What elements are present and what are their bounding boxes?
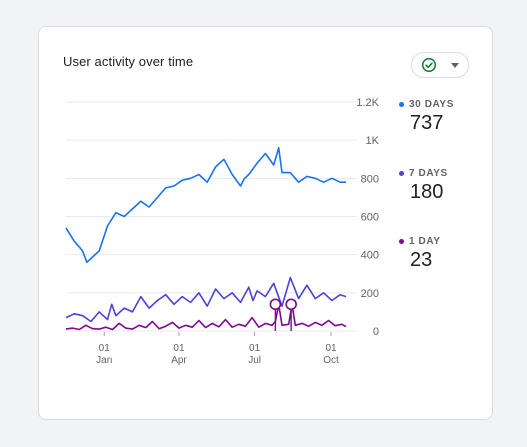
- legend-1-day: 1 DAY 23: [399, 236, 441, 272]
- check-circle-icon: [421, 57, 437, 73]
- series-line-30-days: [65, 147, 346, 264]
- legend-30-days: 30 DAYS 737: [399, 99, 454, 135]
- x-tick-month: Jan: [96, 355, 112, 366]
- chart-annotations: [269, 298, 297, 331]
- y-tick-label: 400: [361, 250, 379, 262]
- x-tick-month: Oct: [323, 355, 339, 366]
- y-tick-label: 1K: [366, 135, 380, 147]
- y-tick-label: 1.2K: [356, 97, 379, 109]
- y-tick-label: 0: [373, 326, 379, 338]
- x-tick-day: 01: [249, 343, 261, 354]
- x-tick-month: Jul: [248, 355, 261, 366]
- y-tick-label: 800: [361, 173, 379, 185]
- y-axis-ticks: 1.2K 1K 800 600 400 200 0: [356, 97, 379, 338]
- x-tick-day: 01: [99, 343, 111, 354]
- legend-30-days-dot: [399, 102, 404, 107]
- legend-7-days: 7 DAYS 180: [399, 168, 448, 204]
- chart-series: [65, 147, 347, 331]
- series-line-1-day: [65, 303, 347, 331]
- legend-1-day-dot: [399, 239, 404, 244]
- legend-7-days-value: 180: [410, 181, 444, 203]
- y-tick-label: 600: [361, 212, 379, 224]
- annotation-marker[interactable]: [269, 298, 282, 311]
- chart-gridlines: [66, 101, 357, 332]
- annotation-marker[interactable]: [285, 298, 297, 311]
- data-quality-dropdown-button[interactable]: [411, 52, 469, 78]
- card-title: User activity over time: [63, 54, 194, 69]
- x-tick-day: 01: [173, 343, 185, 354]
- legend-1-day-value: 23: [410, 249, 433, 271]
- legend-30-days-value: 737: [410, 112, 444, 134]
- legend-30-days-label: 30 DAYS: [409, 99, 454, 110]
- series-line-7-days: [65, 276, 347, 323]
- legend-1-day-label: 1 DAY: [409, 236, 441, 247]
- legend-7-days-label: 7 DAYS: [409, 168, 448, 179]
- x-tick-day: 01: [325, 343, 337, 354]
- user-activity-card: User activity over time 1.2K 1K 800 600 400 2…: [38, 26, 493, 420]
- caret-down-icon: [451, 63, 459, 68]
- y-tick-label: 200: [361, 288, 379, 300]
- legend-7-days-dot: [399, 171, 404, 176]
- x-tick-month: Apr: [171, 355, 187, 366]
